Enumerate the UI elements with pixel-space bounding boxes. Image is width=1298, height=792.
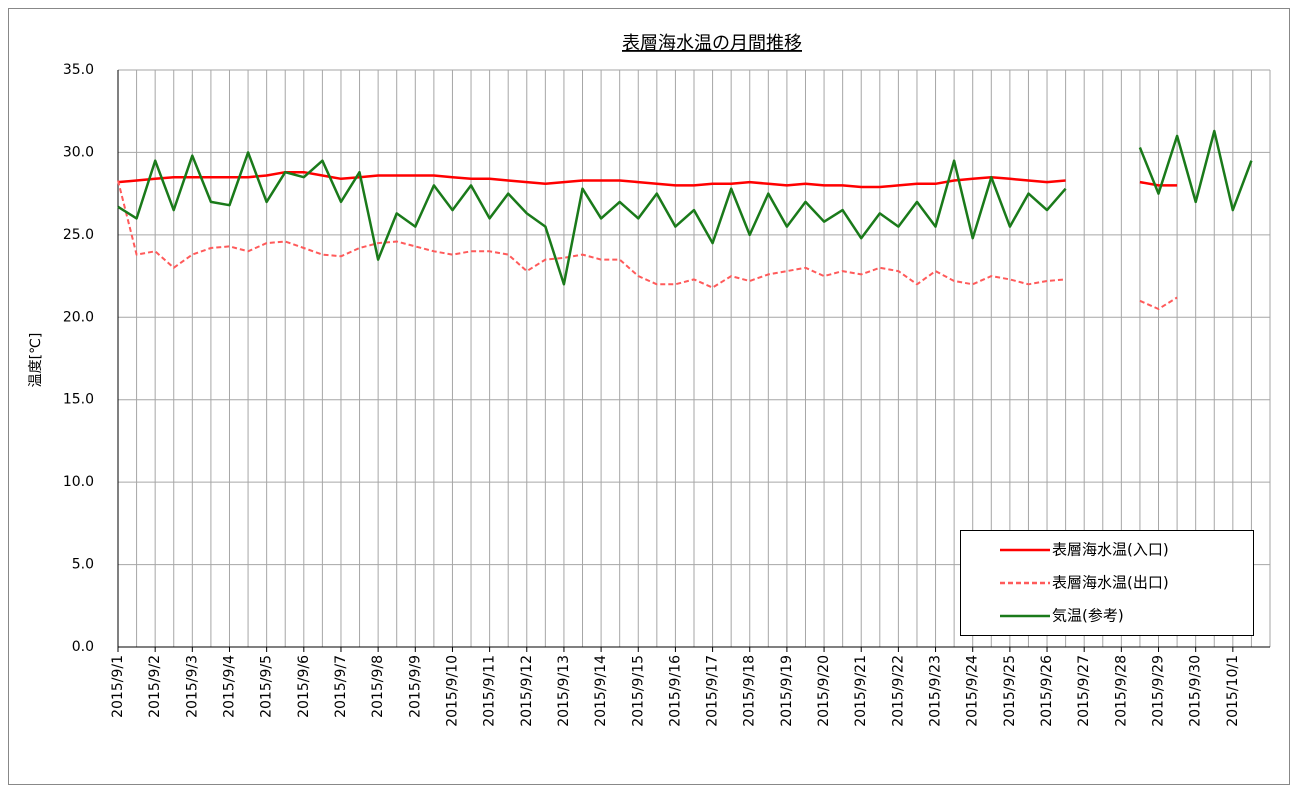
- x-tick-label: 2015/9/18: [742, 655, 758, 727]
- y-tick-label: 0.0: [72, 639, 94, 655]
- y-tick-label: 30.0: [63, 144, 94, 160]
- x-tick-label: 2015/9/8: [370, 655, 386, 718]
- x-tick-label: 2015/9/6: [296, 655, 312, 718]
- x-tick-label: 2015/9/24: [965, 655, 981, 727]
- x-tick-label: 2015/10/1: [1225, 655, 1241, 727]
- x-tick-label: 2015/9/7: [333, 655, 349, 718]
- chart-frame: [8, 8, 1290, 785]
- y-tick-label: 25.0: [63, 227, 94, 243]
- x-tick-label: 2015/9/28: [1113, 655, 1129, 727]
- x-tick-label: 2015/9/5: [259, 655, 275, 718]
- legend-label: 表層海水温(出口): [1052, 574, 1169, 592]
- x-tick-label: 2015/9/2: [147, 655, 163, 718]
- x-tick-label: 2015/9/19: [779, 655, 795, 727]
- series-line: [117, 129, 1253, 286]
- legend-label: 気温(参考): [1052, 607, 1124, 625]
- x-tick-label: 2015/9/25: [1002, 655, 1018, 727]
- x-tick-label: 2015/9/1: [110, 655, 126, 718]
- x-tick-label: 2015/9/4: [221, 655, 237, 718]
- x-tick-label: 2015/9/14: [593, 655, 609, 727]
- y-tick-label: 15.0: [63, 392, 94, 408]
- y-tick-label: 20.0: [63, 309, 94, 325]
- x-tick-label: 2015/9/11: [482, 655, 498, 727]
- x-tick-label: 2015/9/23: [928, 655, 944, 727]
- y-axis-label: 温度[℃]: [28, 333, 44, 388]
- x-tick-label: 2015/9/15: [630, 655, 646, 727]
- x-tick-label: 2015/9/30: [1188, 655, 1204, 727]
- y-tick-label: 35.0: [63, 62, 94, 78]
- x-tick-label: 2015/9/3: [184, 655, 200, 718]
- legend-label: 表層海水温(入口): [1052, 541, 1169, 559]
- x-tick-label: 2015/9/9: [407, 655, 423, 718]
- x-tick-label: 2015/9/20: [816, 655, 832, 727]
- y-tick-label: 5.0: [72, 557, 94, 573]
- chart-title: 表層海水温の月間推移: [622, 33, 802, 54]
- y-tick-label: 10.0: [63, 474, 94, 490]
- x-tick-label: 2015/9/27: [1076, 655, 1092, 727]
- x-tick-label: 2015/9/21: [853, 655, 869, 727]
- x-tick-label: 2015/9/10: [444, 655, 460, 727]
- x-tick-label: 2015/9/12: [519, 655, 535, 727]
- x-tick-label: 2015/9/22: [890, 655, 906, 727]
- series-line: [117, 170, 1178, 189]
- x-tick-label: 2015/9/26: [1039, 655, 1055, 727]
- x-tick-label: 2015/9/17: [705, 655, 721, 727]
- x-tick-label: 2015/9/29: [1151, 655, 1167, 727]
- series-line: [117, 180, 1178, 310]
- x-tick-label: 2015/9/16: [667, 655, 683, 727]
- x-tick-label: 2015/9/13: [556, 655, 572, 727]
